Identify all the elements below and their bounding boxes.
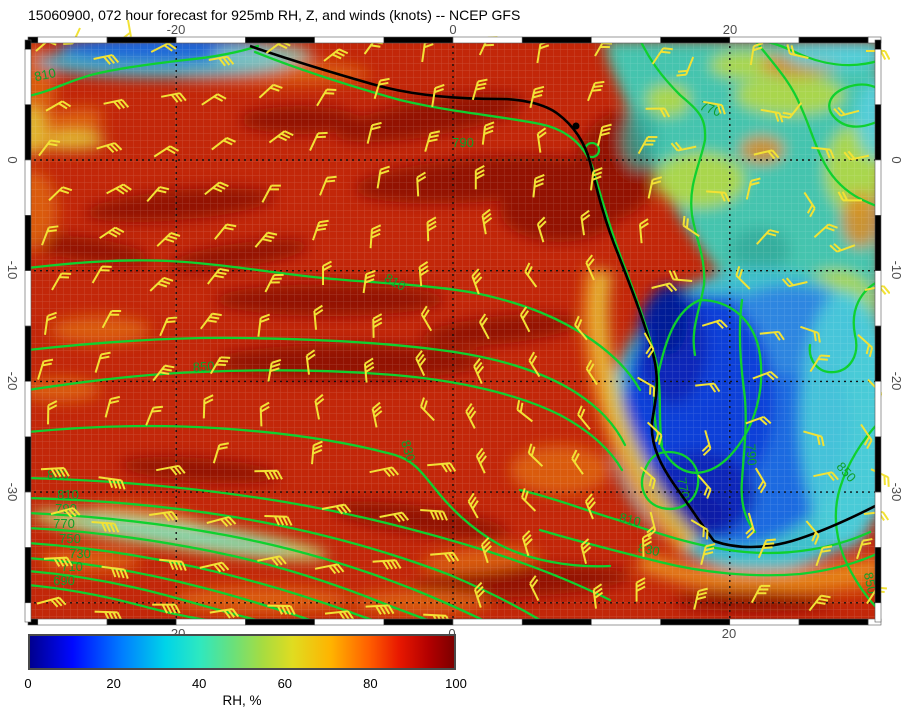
contour-label: 730	[69, 546, 91, 561]
figure-title: 15060900, 072 hour forecast for 925mb RH…	[28, 7, 521, 23]
colorbar-tick-label: 0	[24, 676, 32, 691]
contour-label: 770	[53, 516, 75, 531]
colorbar	[28, 634, 456, 670]
wind-barbs-layer	[35, 19, 890, 625]
contour-label: 690	[53, 573, 75, 588]
axis-tick-label: 0	[5, 156, 20, 164]
colorbar-tick-label: 80	[363, 676, 378, 691]
axis-tick-label: -10	[889, 260, 904, 280]
colorbar-tick-label: 40	[191, 676, 207, 691]
grid-lines	[28, 40, 881, 622]
coastline	[249, 44, 881, 549]
contour-label: 770	[674, 476, 693, 500]
axis-tick-label: 20	[721, 626, 737, 641]
island-dot	[572, 122, 580, 130]
axis-tick-label: 0	[889, 156, 904, 164]
axis-tick-label: -20	[5, 371, 20, 391]
axis-tick-label: -30	[889, 482, 904, 502]
axis-tick-label: -10	[5, 260, 20, 280]
colorbar-tick-label: 60	[277, 676, 293, 691]
axis-tick-label: -20	[889, 371, 904, 391]
contour-label: 850	[192, 358, 215, 374]
contour-label: 810	[618, 510, 643, 530]
axis-tick-label: -20	[166, 22, 186, 37]
contour-label: 810	[33, 65, 57, 84]
axis-tick-label: -30	[5, 482, 20, 502]
colorbar-label: RH, %	[222, 693, 262, 708]
colorbar-tick-label: 100	[445, 676, 467, 691]
contour-label: 830	[398, 438, 418, 463]
contour-label: 750	[59, 531, 81, 546]
colorbar-tick-label: 20	[106, 676, 121, 691]
map-frame	[24, 36, 882, 626]
contour-label: 790	[743, 443, 759, 466]
height-contours-layer	[28, 40, 881, 622]
axis-tick-label: 0	[449, 22, 457, 37]
axis-tick-label: 0	[448, 626, 455, 641]
axis-tick-label: 20	[722, 22, 738, 37]
contour-label: 790	[452, 135, 474, 150]
contour-label: 810	[57, 487, 79, 502]
